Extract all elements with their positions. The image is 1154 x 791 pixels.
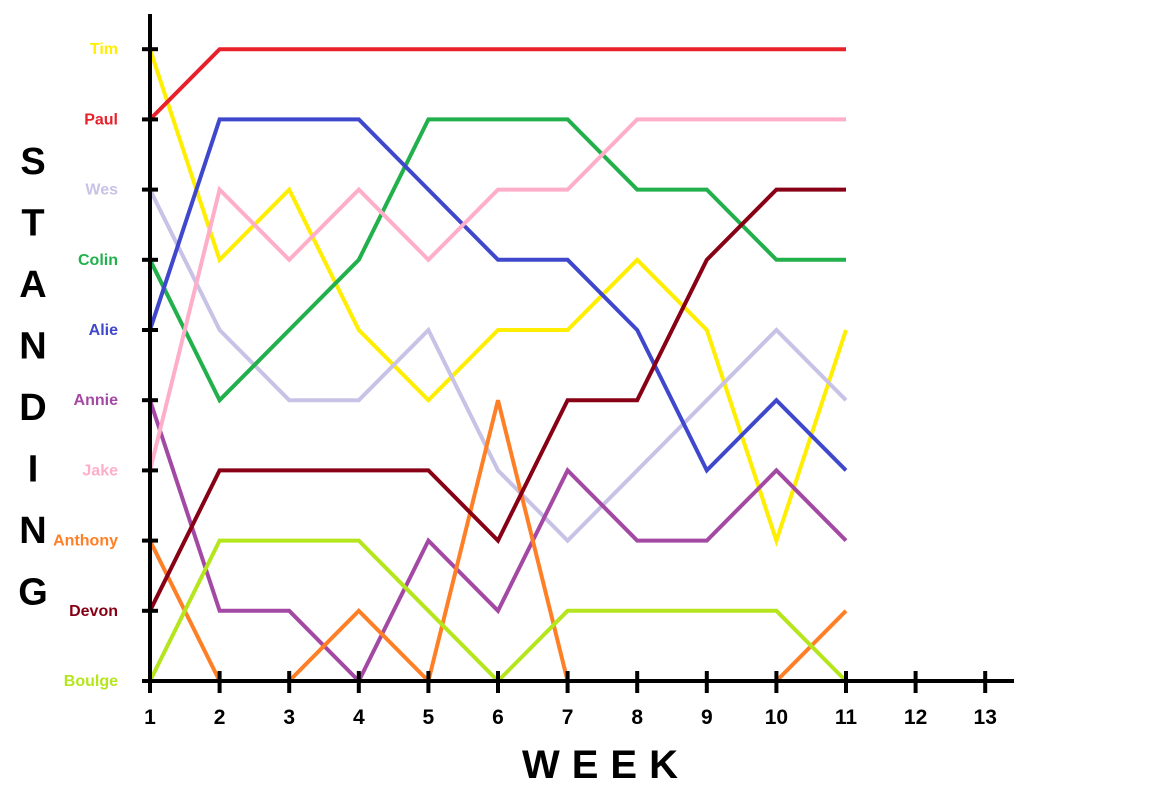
series-line-tim: [148, 48, 848, 547]
x-tick-label: 10: [765, 706, 788, 729]
series-line-annie: [148, 399, 848, 685]
y-axis-title-letter: D: [19, 387, 46, 429]
y-tick-label-alie: Alie: [89, 322, 118, 339]
y-tick-label-annie: Annie: [74, 392, 119, 409]
y-tick-label-devon: Devon: [69, 603, 118, 620]
labels: Boulge Devon Anthony Jake Annie Alie Colin Wes P…: [18, 41, 997, 787]
x-tick-label: 6: [492, 706, 504, 729]
y-axis-title-letter: A: [19, 264, 46, 306]
x-tick-label: 1: [144, 706, 156, 729]
series-line-devon: [148, 187, 846, 612]
y-tick-label-jake: Jake: [82, 462, 118, 479]
series-line-wes: [148, 188, 848, 544]
y-tick-label-boulge: Boulge: [64, 673, 118, 690]
y-tick-label-paul: Paul: [84, 111, 118, 128]
y-tick-label-colin: Colin: [78, 252, 118, 269]
y-tick-label-anthony: Anthony: [53, 533, 118, 550]
y-tick-label-tim: Tim: [90, 41, 118, 58]
x-axis-title: WEEK: [522, 743, 690, 787]
series-lines: [148, 47, 848, 685]
y-axis-title-letter: G: [18, 572, 48, 614]
y-axis-title-letter: N: [19, 326, 46, 368]
x-tick-label: 9: [701, 706, 713, 729]
series-line-colin: [148, 117, 846, 404]
y-tick-label-wes: Wes: [85, 182, 118, 199]
y-axis-title-letter: I: [28, 449, 39, 491]
series-line-alie: [148, 117, 848, 474]
y-axis-title-letter: T: [21, 203, 44, 245]
x-tick-label: 3: [283, 706, 295, 729]
x-tick-label: 12: [904, 706, 927, 729]
x-tick-label: 8: [631, 706, 643, 729]
x-tick-label: 5: [423, 706, 435, 729]
x-tick-label: 7: [562, 706, 574, 729]
axes: [142, 14, 1014, 693]
y-axis-title-letter: N: [19, 510, 46, 552]
y-axis-title-letter: S: [20, 141, 45, 183]
series-line-jake: [148, 117, 846, 471]
x-tick-label: 11: [835, 706, 858, 729]
series-line-paul: [148, 47, 846, 121]
x-tick-label: 2: [214, 706, 226, 729]
x-tick-label: 13: [974, 706, 997, 729]
x-tick-label: 4: [353, 706, 365, 729]
